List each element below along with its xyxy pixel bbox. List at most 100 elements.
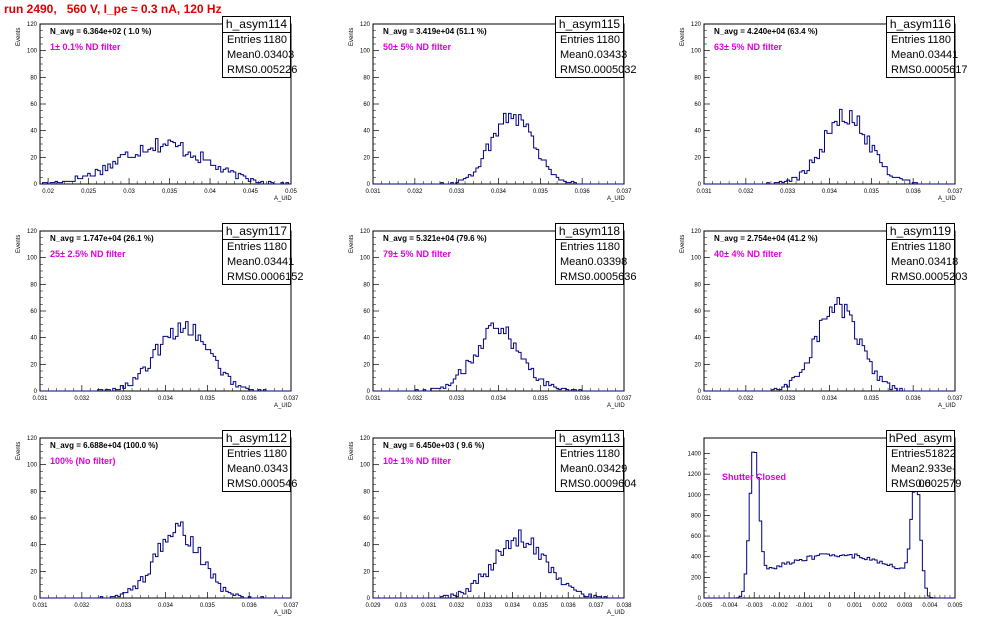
- y-tick-label: 80: [694, 282, 701, 288]
- stats-row-mean: Mean 0.03398: [556, 255, 627, 270]
- histogram-panel-h_asym115: 0 20 40 60 80 100 120 0.031 0.032 0.033 0.034 0.035…: [333, 16, 653, 216]
- y-axis-label: Events: [349, 441, 355, 460]
- y-tick-label: 120: [691, 22, 702, 28]
- x-tick-label: 0.034: [491, 396, 507, 402]
- y-tick-label: 20: [363, 155, 370, 161]
- stats-value: 2.933e-06: [918, 463, 956, 490]
- histogram-svg: 0 200 400 600 800 1000 1200 1400 -0.005 -0.004 -0.…: [688, 437, 963, 609]
- x-axis-label: A_UID: [607, 610, 625, 616]
- y-tick-label: 120: [360, 229, 371, 235]
- x-tick-label: 0.037: [947, 396, 963, 402]
- y-tick-label: 20: [30, 362, 37, 368]
- stats-value: 0.0005203: [915, 271, 968, 283]
- x-axis-label: A_UID: [274, 610, 292, 616]
- histogram-panel-h_asym112: 0 20 40 60 80 100 120 0.031 0.032 0.033 0.034 0.035…: [0, 430, 320, 630]
- x-tick-label: 0.033: [449, 396, 465, 402]
- histogram-name: h_asym117: [223, 224, 290, 240]
- x-tick-label: 0.035: [533, 603, 549, 609]
- histogram-name: h_asym115: [556, 17, 623, 33]
- x-tick-label: 0.036: [242, 603, 258, 609]
- stats-value: 0.000546: [251, 478, 298, 490]
- y-axis-label: Events: [680, 27, 686, 46]
- x-tick-label: 0.036: [242, 396, 258, 402]
- x-tick-label: 0.032: [407, 396, 423, 402]
- x-tick-label: -0.001: [796, 603, 814, 609]
- y-tick-label: 80: [30, 75, 37, 81]
- stats-row-mean: Mean 0.03441: [887, 48, 958, 63]
- stats-value: 1180: [263, 34, 287, 46]
- stats-row-entries: Entries 1180: [223, 447, 290, 462]
- x-tick-label: 0.035: [162, 189, 178, 195]
- histogram-svg: 0 20 40 60 80 100 120 0.031 0.032 0.033 0.034 0.035…: [27, 436, 299, 609]
- stats-row-mean: Mean 0.03441: [223, 255, 294, 270]
- stats-key: RMS: [227, 271, 252, 283]
- y-tick-label: 120: [27, 436, 38, 442]
- stats-row-entries: Entries 51822: [887, 447, 956, 462]
- stats-row-entries: Entries 1180: [223, 33, 290, 48]
- y-tick-label: 80: [363, 489, 370, 495]
- histogram-name: h_asym112: [223, 431, 290, 447]
- histogram-series-h_asym112: [40, 521, 291, 599]
- y-tick-label: 120: [360, 22, 371, 28]
- stats-value: 1180: [927, 241, 951, 253]
- x-tick-label: 0.036: [906, 189, 922, 195]
- x-tick-label: 0.031: [32, 396, 48, 402]
- x-tick-label: 0.032: [74, 603, 90, 609]
- x-tick-label: 0.035: [533, 396, 549, 402]
- filter-annotation: 50± 5% ND filter: [383, 42, 451, 52]
- x-tick-label: 0.034: [822, 189, 838, 195]
- x-tick-label: 0.032: [738, 396, 754, 402]
- x-tick-label: 0.037: [947, 189, 963, 195]
- y-tick-label: 0: [34, 182, 38, 188]
- stats-value: 0.03441: [918, 49, 959, 61]
- y-tick-label: 60: [694, 102, 701, 108]
- y-tick-label: 0: [367, 596, 371, 602]
- histogram-name: h_asym114: [223, 17, 290, 33]
- x-tick-label: 0.031: [696, 396, 712, 402]
- n-avg-label: N_avg = 2.754e+04 (41.2 %): [714, 234, 818, 243]
- x-tick-label: 0.05: [285, 189, 297, 195]
- stats-box: h_asym119 Entries 1180 Mean 0.03418 RMS 0.0005…: [886, 223, 967, 285]
- x-tick-label: 0.035: [864, 189, 880, 195]
- stats-row-entries: Entries 1180: [556, 447, 623, 462]
- stats-key: Entries: [560, 448, 595, 460]
- x-tick-label: 0.038: [616, 603, 632, 609]
- x-tick-label: 0.035: [533, 189, 549, 195]
- y-axis-label: Events: [16, 441, 22, 460]
- stats-row-rms: RMS 0.0006152: [223, 270, 303, 285]
- y-tick-label: 100: [27, 463, 38, 469]
- histogram-series-h_asym113: [373, 529, 624, 599]
- x-tick-label: 0.034: [158, 603, 174, 609]
- histogram-name: h_asym116: [887, 17, 954, 33]
- histogram-series-h_asym114: [40, 138, 291, 185]
- y-tick-label: 0: [698, 389, 702, 395]
- x-axis-label: A_UID: [938, 196, 956, 202]
- filter-annotation: 10± 1% ND filter: [383, 456, 451, 466]
- y-axis-label: Events: [16, 27, 22, 46]
- x-tick-label: 0.037: [589, 603, 605, 609]
- x-tick-label: 0.001: [847, 603, 863, 609]
- stats-key: RMS: [891, 478, 916, 490]
- y-tick-label: 1000: [688, 493, 702, 499]
- stats-value: 0.0006152: [251, 271, 304, 283]
- y-tick-label: 60: [363, 516, 370, 522]
- y-tick-label: 40: [30, 543, 37, 549]
- y-tick-label: 1200: [688, 472, 702, 478]
- stats-key: Entries: [560, 34, 595, 46]
- histogram-series-h_asym115: [373, 112, 624, 185]
- y-tick-label: 100: [691, 256, 702, 262]
- y-tick-label: 40: [363, 543, 370, 549]
- x-tick-label: 0.002: [872, 603, 888, 609]
- y-tick-label: 1400: [688, 451, 702, 457]
- y-tick-label: 120: [691, 229, 702, 235]
- stats-value: 0.0005617: [915, 64, 968, 76]
- x-axis-label: A_UID: [938, 403, 956, 409]
- stats-value: 1180: [263, 241, 287, 253]
- x-tick-label: 0.033: [477, 603, 493, 609]
- x-tick-label: 0.03: [123, 189, 135, 195]
- x-tick-label: 0.031: [365, 396, 381, 402]
- stats-key: RMS: [227, 478, 252, 490]
- filter-annotation: 100% (No filter): [50, 456, 116, 466]
- stats-value: 0.0005636: [584, 271, 637, 283]
- y-axis-label: Events: [680, 234, 686, 253]
